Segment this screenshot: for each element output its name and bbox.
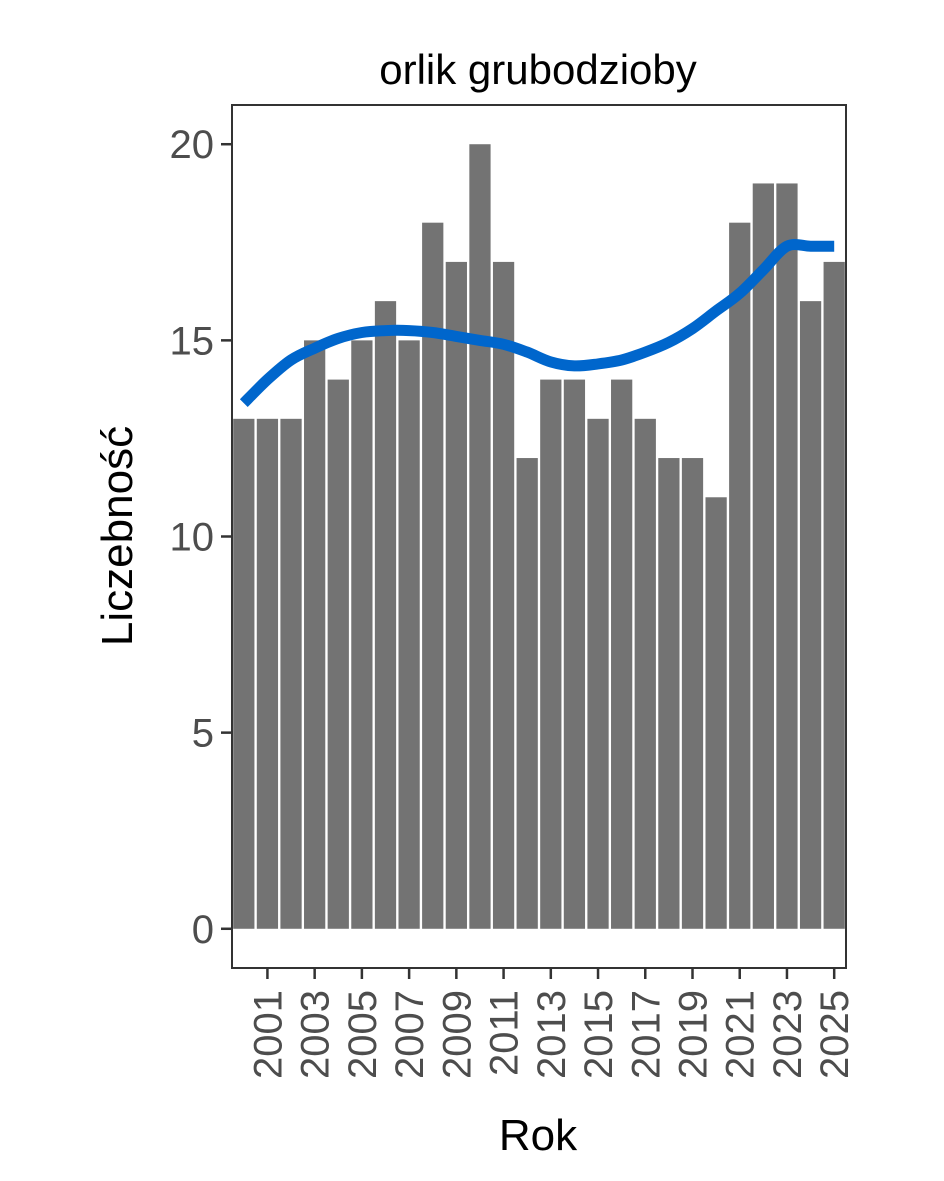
y-tick-label-5: 5 [192, 712, 214, 756]
bar-2002 [280, 418, 302, 929]
x-tick-label-2001: 2001 [246, 990, 290, 1079]
trend-line [239, 238, 835, 407]
x-tick-label-2009: 2009 [435, 990, 479, 1079]
y-tick-label-15: 15 [170, 319, 215, 363]
bar-2017 [634, 418, 656, 929]
bar-2015 [587, 418, 609, 929]
bar-2007 [398, 340, 420, 929]
x-tick-label-2017: 2017 [624, 990, 668, 1079]
x-axis-title: Rok [499, 1111, 578, 1160]
bar-2016 [611, 379, 633, 929]
bars-group [233, 144, 845, 929]
bar-2006 [374, 301, 397, 929]
y-axis: 0 5 10 15 20 [170, 123, 232, 952]
y-axis-title: Liczebność [93, 426, 142, 646]
x-tick-label-2013: 2013 [530, 990, 574, 1079]
y-tick-label-20: 20 [170, 123, 215, 167]
bar-2000 [233, 418, 255, 929]
bar-2013 [540, 379, 562, 929]
bar-2022 [752, 183, 774, 929]
x-tick-label-2023: 2023 [766, 990, 810, 1079]
x-tick-label-2021: 2021 [719, 990, 763, 1079]
x-tick-label-2005: 2005 [341, 990, 385, 1079]
bar-2005 [351, 340, 373, 929]
x-tick-label-2025: 2025 [813, 990, 857, 1079]
bar-2010 [469, 144, 491, 929]
x-tick-label-2007: 2007 [388, 990, 432, 1079]
bar-2008 [422, 222, 444, 929]
y-tick-label-0: 0 [192, 908, 214, 952]
bar-2003 [304, 340, 326, 929]
bar-2011 [492, 261, 515, 929]
bar-2020 [705, 497, 727, 929]
bar-2014 [563, 379, 586, 929]
y-tick-label-10: 10 [170, 516, 215, 560]
bar-2004 [327, 379, 349, 929]
x-tick-label-2003: 2003 [294, 990, 338, 1079]
bar-2012 [516, 458, 538, 929]
bar-2023 [776, 183, 798, 929]
x-axis: 2001 2003 2005 2007 2009 2011 2013 2015 2017 2019… [246, 968, 857, 1079]
bar-2009 [445, 261, 467, 929]
x-tick-label-2015: 2015 [577, 990, 621, 1079]
chart-title: orlik grubodzioby [379, 46, 697, 93]
bar-2024 [799, 301, 822, 929]
bar-2001 [256, 418, 279, 929]
bar-2025 [823, 261, 845, 929]
bar-2021 [729, 222, 751, 929]
x-tick-label-2011: 2011 [483, 990, 527, 1076]
bar-2018 [658, 458, 680, 929]
bar-2019 [681, 458, 704, 929]
x-tick-label-2019: 2019 [672, 990, 716, 1079]
